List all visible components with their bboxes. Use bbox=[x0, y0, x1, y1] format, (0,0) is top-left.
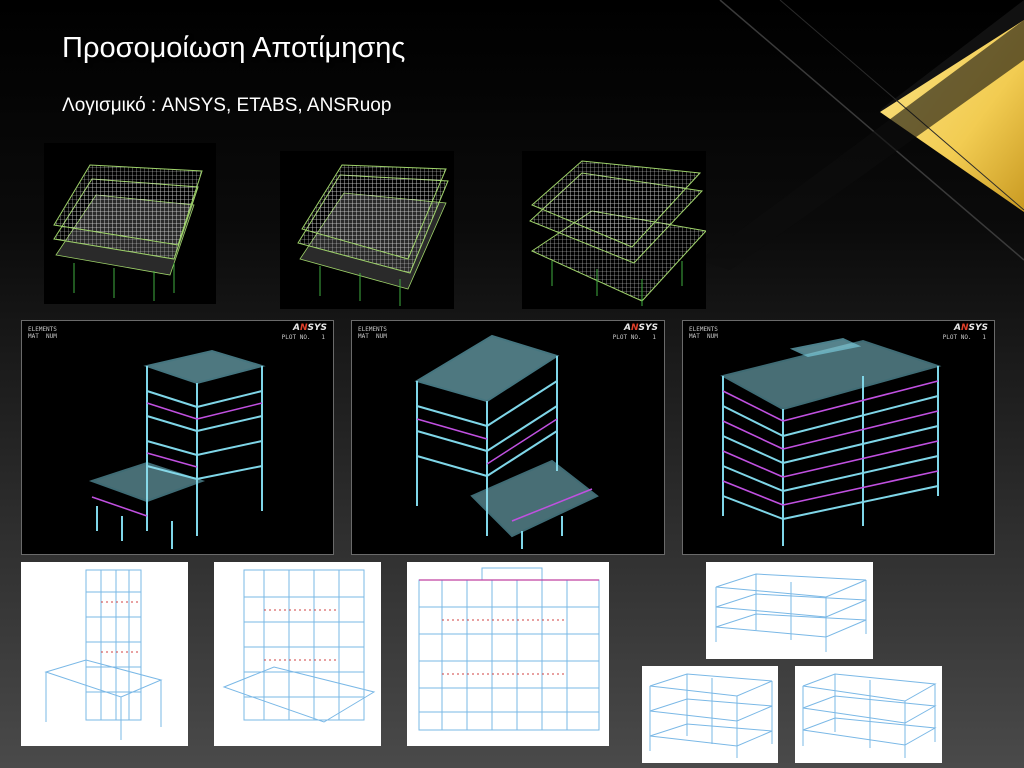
frame-model-image-6 bbox=[795, 666, 942, 763]
ansys-logo: ANSYS bbox=[293, 323, 327, 333]
ansys-plot-number: PLOT NO. 1 bbox=[281, 334, 325, 341]
frame-model-image-3 bbox=[407, 562, 609, 746]
frame-model-image-4 bbox=[706, 562, 873, 659]
ansys-panel-header: ELEMENTS MAT NUM bbox=[28, 326, 57, 340]
frame-model-image-5 bbox=[642, 666, 778, 763]
ansys-plot-number: PLOT NO. 1 bbox=[942, 334, 986, 341]
frame-model-image-1 bbox=[21, 562, 188, 746]
slab-model-image-2 bbox=[280, 151, 454, 309]
ansys-model-panel-2: ELEMENTS MAT NUM PLOT NO. 1 ANSYS bbox=[351, 320, 665, 555]
ansys-panel-header: ELEMENTS MAT NUM bbox=[358, 326, 387, 340]
slab-model-image-3 bbox=[522, 151, 706, 309]
slide-title: Προσομοίωση Αποτίμησης bbox=[62, 32, 406, 64]
ansys-logo: ANSYS bbox=[624, 323, 658, 333]
ansys-panel-header: ELEMENTS MAT NUM bbox=[689, 326, 718, 340]
ansys-logo: ANSYS bbox=[954, 323, 988, 333]
slide-subtitle: Λογισμικό : ANSYS, ETABS, ANSRuop bbox=[62, 95, 392, 116]
ansys-plot-number: PLOT NO. 1 bbox=[612, 334, 656, 341]
slab-model-image-1 bbox=[44, 143, 216, 304]
frame-model-image-2 bbox=[214, 562, 381, 746]
ansys-model-panel-1: ELEMENTS MAT NUM PLOT NO. 1 ANSYS bbox=[21, 320, 334, 555]
ansys-model-panel-3: ELEMENTS MAT NUM PLOT NO. 1 ANSYS bbox=[682, 320, 995, 555]
